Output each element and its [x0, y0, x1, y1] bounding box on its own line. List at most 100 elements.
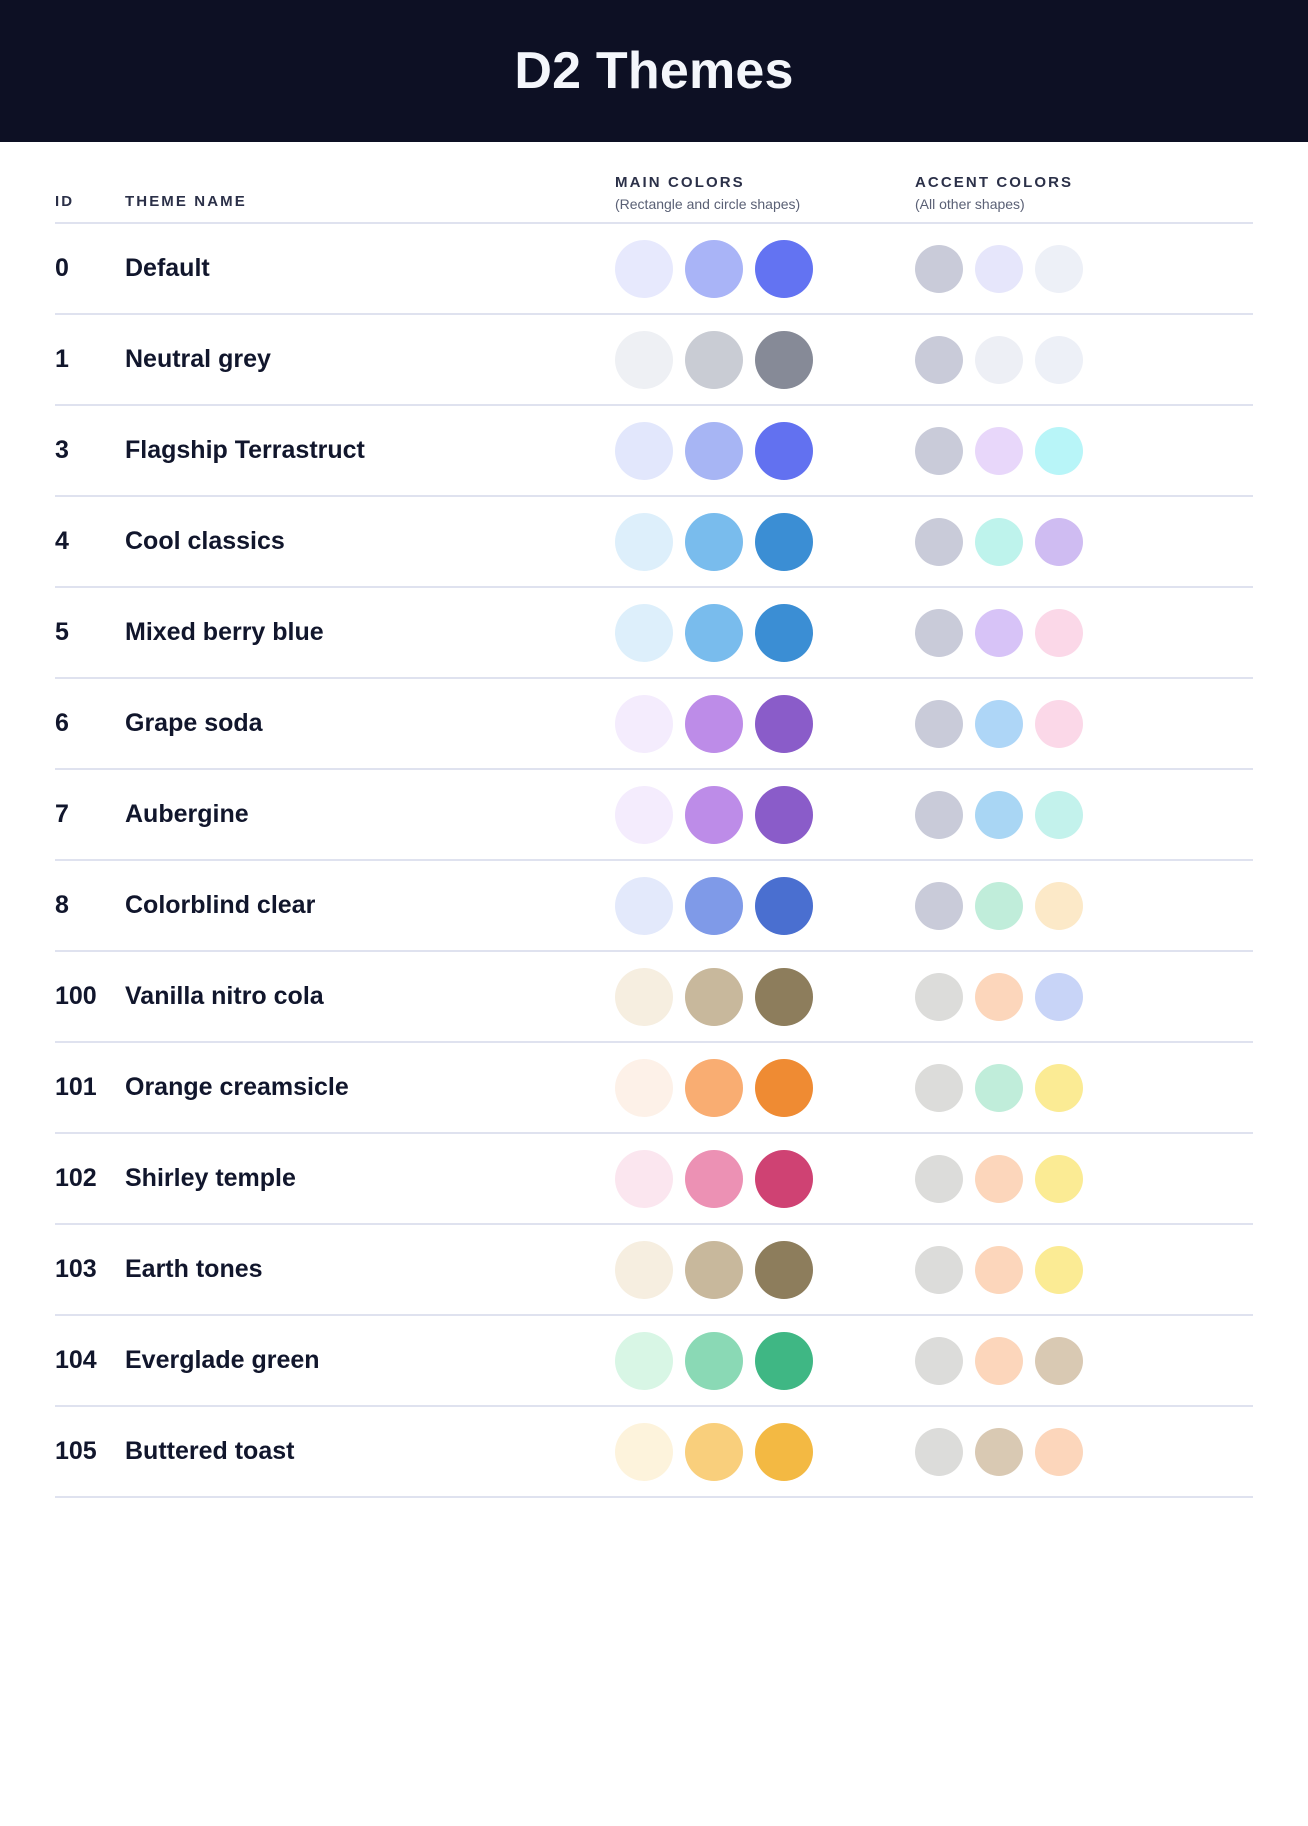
accent-color-swatch[interactable] [975, 972, 1023, 1021]
main-color-swatch[interactable] [755, 967, 813, 1026]
main-color-swatch[interactable] [755, 1422, 813, 1481]
accent-color-swatch[interactable] [915, 881, 963, 930]
main-color-swatch[interactable] [615, 239, 673, 298]
table-row[interactable]: 105 Buttered toast [55, 1407, 1253, 1498]
main-color-swatch[interactable] [615, 421, 673, 480]
main-color-swatch[interactable] [755, 1331, 813, 1390]
main-color-swatch[interactable] [755, 1149, 813, 1208]
main-color-swatch[interactable] [615, 1058, 673, 1117]
main-color-swatch[interactable] [685, 876, 743, 935]
accent-color-swatch[interactable] [915, 1427, 963, 1476]
main-color-swatch[interactable] [615, 876, 673, 935]
accent-color-swatch[interactable] [975, 244, 1023, 293]
accent-color-swatch[interactable] [1035, 335, 1083, 384]
table-row[interactable]: 102 Shirley temple [55, 1134, 1253, 1225]
main-color-swatch[interactable] [615, 694, 673, 753]
main-color-swatch[interactable] [685, 1331, 743, 1390]
accent-color-swatch[interactable] [975, 1336, 1023, 1385]
main-color-swatch[interactable] [755, 512, 813, 571]
main-color-swatch[interactable] [755, 603, 813, 662]
accent-color-swatch[interactable] [975, 1427, 1023, 1476]
accent-color-swatch[interactable] [1035, 426, 1083, 475]
main-color-swatch[interactable] [615, 330, 673, 389]
accent-color-swatch[interactable] [975, 790, 1023, 839]
table-row[interactable]: 0 Default [55, 224, 1253, 315]
table-row[interactable]: 4 Cool classics [55, 497, 1253, 588]
accent-color-swatch[interactable] [1035, 1427, 1083, 1476]
main-color-swatch[interactable] [615, 1331, 673, 1390]
main-color-swatch[interactable] [755, 330, 813, 389]
main-color-swatch[interactable] [615, 603, 673, 662]
accent-color-swatch[interactable] [915, 699, 963, 748]
accent-color-swatch[interactable] [915, 335, 963, 384]
accent-color-swatch[interactable] [915, 1063, 963, 1112]
accent-color-swatch[interactable] [975, 335, 1023, 384]
table-row[interactable]: 3 Flagship Terrastruct [55, 406, 1253, 497]
accent-color-swatch[interactable] [975, 426, 1023, 475]
main-color-swatch[interactable] [685, 967, 743, 1026]
main-color-swatch[interactable] [755, 1240, 813, 1299]
accent-color-swatch[interactable] [915, 1336, 963, 1385]
accent-color-swatch[interactable] [915, 517, 963, 566]
table-row[interactable]: 5 Mixed berry blue [55, 588, 1253, 679]
accent-color-swatch[interactable] [1035, 881, 1083, 930]
accent-color-swatch[interactable] [975, 608, 1023, 657]
main-color-swatch[interactable] [615, 1240, 673, 1299]
accent-color-swatch[interactable] [915, 608, 963, 657]
accent-color-swatch[interactable] [915, 790, 963, 839]
accent-color-swatch[interactable] [1035, 517, 1083, 566]
main-color-swatch[interactable] [685, 1149, 743, 1208]
accent-color-swatch[interactable] [915, 1154, 963, 1203]
theme-name: Colorblind clear [125, 891, 316, 919]
accent-color-swatch[interactable] [1035, 699, 1083, 748]
main-color-swatch[interactable] [755, 421, 813, 480]
accent-color-swatch[interactable] [1035, 244, 1083, 293]
main-color-swatch[interactable] [615, 512, 673, 571]
main-color-swatch[interactable] [755, 239, 813, 298]
accent-color-swatch[interactable] [1035, 1245, 1083, 1294]
main-color-swatch[interactable] [685, 239, 743, 298]
table-row[interactable]: 8 Colorblind clear [55, 861, 1253, 952]
table-row[interactable]: 104 Everglade green [55, 1316, 1253, 1407]
main-color-swatch[interactable] [685, 1058, 743, 1117]
accent-color-swatch[interactable] [1035, 1063, 1083, 1112]
accent-color-swatch[interactable] [975, 517, 1023, 566]
table-row[interactable]: 101 Orange creamsicle [55, 1043, 1253, 1134]
main-color-swatch[interactable] [755, 694, 813, 753]
main-color-swatch[interactable] [615, 1422, 673, 1481]
table-row[interactable]: 100 Vanilla nitro cola [55, 952, 1253, 1043]
main-color-swatch[interactable] [685, 421, 743, 480]
accent-color-swatch[interactable] [975, 1245, 1023, 1294]
main-color-swatch[interactable] [755, 1058, 813, 1117]
main-color-swatch[interactable] [685, 785, 743, 844]
accent-color-swatch[interactable] [975, 1154, 1023, 1203]
table-row[interactable]: 1 Neutral grey [55, 315, 1253, 406]
table-row[interactable]: 103 Earth tones [55, 1225, 1253, 1316]
accent-color-swatch[interactable] [915, 426, 963, 475]
main-color-swatch[interactable] [755, 785, 813, 844]
accent-color-swatch[interactable] [1035, 1154, 1083, 1203]
accent-color-swatch[interactable] [1035, 1336, 1083, 1385]
accent-color-swatch[interactable] [915, 972, 963, 1021]
main-color-swatch[interactable] [755, 876, 813, 935]
accent-color-swatch[interactable] [1035, 972, 1083, 1021]
accent-color-swatch[interactable] [1035, 790, 1083, 839]
accent-color-swatch[interactable] [1035, 608, 1083, 657]
accent-color-swatch[interactable] [915, 244, 963, 293]
main-color-swatch[interactable] [685, 512, 743, 571]
main-color-swatch[interactable] [685, 1422, 743, 1481]
accent-color-swatch[interactable] [975, 881, 1023, 930]
table-row[interactable]: 7 Aubergine [55, 770, 1253, 861]
main-color-swatch[interactable] [615, 785, 673, 844]
main-color-swatch[interactable] [685, 330, 743, 389]
main-color-swatch[interactable] [685, 1240, 743, 1299]
table-row[interactable]: 6 Grape soda [55, 679, 1253, 770]
main-color-swatch[interactable] [615, 967, 673, 1026]
main-color-swatch[interactable] [685, 694, 743, 753]
accent-color-swatch[interactable] [975, 699, 1023, 748]
main-color-swatch[interactable] [615, 1149, 673, 1208]
accent-color-swatch[interactable] [915, 1245, 963, 1294]
main-color-swatch[interactable] [685, 603, 743, 662]
accent-color-swatch[interactable] [975, 1063, 1023, 1112]
theme-id: 3 [55, 436, 69, 464]
